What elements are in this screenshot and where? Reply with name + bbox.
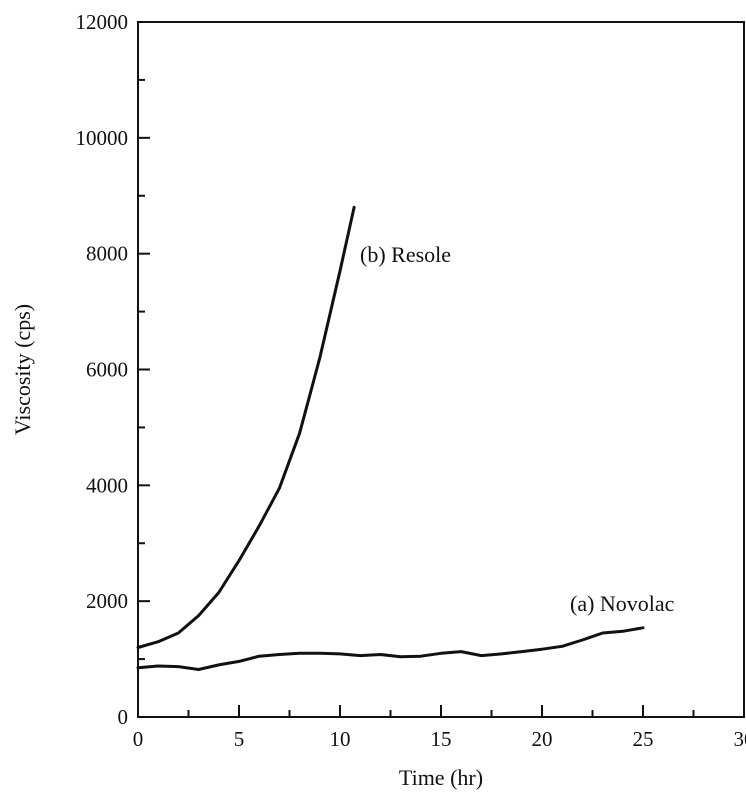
series-labels: (b) Resole (a) Novolac [360,242,675,616]
y-tick-label: 0 [118,705,129,729]
series-label-a-novolac: (a) Novolac [570,591,675,616]
x-tick-label: 0 [133,727,144,751]
series-line-a-novolac [136,626,645,671]
x-axis-ticks: 0 5 10 15 20 25 30 [133,705,746,751]
y-tick-label: 2000 [86,589,128,613]
x-tick-label: 30 [734,727,746,751]
x-tick-label: 5 [234,727,245,751]
x-tick-label: 25 [633,727,654,751]
series-label-b-resole: (b) Resole [360,242,451,267]
y-tick-label: 12000 [76,10,129,34]
y-tick-label: 4000 [86,473,128,497]
y-tick-label: 6000 [86,358,128,382]
x-axis-title: Time (hr) [399,765,483,790]
x-tick-label: 20 [532,727,553,751]
series-line-b-resole [136,205,356,649]
y-tick-label: 10000 [76,126,129,150]
y-axis-title: Viscosity (cps) [10,304,35,435]
y-tick-label: 8000 [86,242,128,266]
y-axis-ticks: 0 2000 4000 6000 8000 10000 12000 [76,10,150,729]
series-lines [136,205,645,671]
x-tick-label: 15 [431,727,452,751]
x-tick-label: 10 [330,727,351,751]
